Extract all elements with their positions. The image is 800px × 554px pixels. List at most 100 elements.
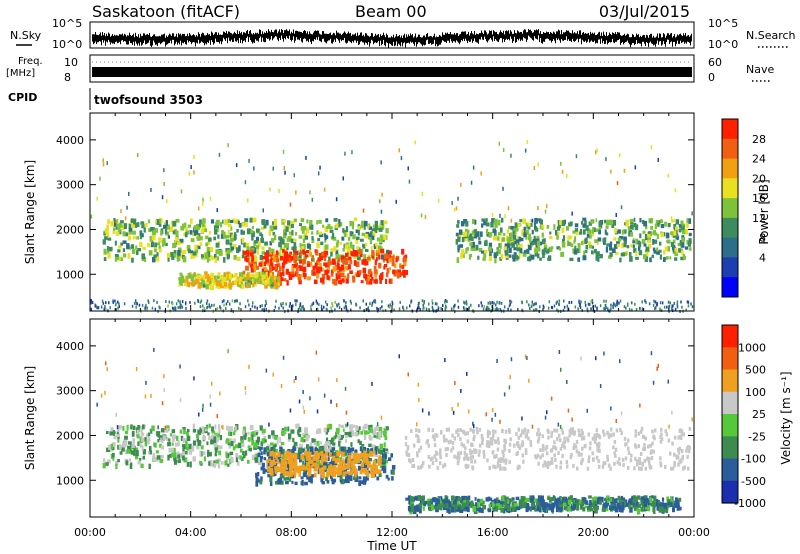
nsky-sample	[675, 37, 676, 47]
velocity-cell	[233, 438, 236, 444]
velocity-cell	[288, 433, 292, 440]
velocity-cell	[339, 460, 342, 465]
nsky-sample	[162, 34, 163, 43]
nsky-sample	[151, 37, 152, 47]
power-cell	[120, 220, 124, 224]
power-cell	[340, 264, 345, 271]
velocity-cell	[255, 481, 259, 487]
power-cell	[674, 252, 678, 257]
velocity-cell	[246, 459, 250, 464]
velocity-cell	[369, 457, 373, 462]
velocity-cell	[631, 495, 636, 501]
power-cell	[286, 280, 289, 286]
velocity-cell	[284, 460, 288, 465]
nsky-sample	[145, 35, 146, 45]
power-cell	[480, 250, 485, 254]
power-cell	[126, 205, 128, 210]
velocity-cell	[513, 503, 517, 510]
nsky-sample	[118, 35, 119, 43]
nsky-sample	[655, 37, 656, 47]
velocity-cell	[502, 508, 506, 514]
power-cell	[375, 257, 378, 262]
power-cell	[465, 248, 468, 254]
velocity-cell	[510, 498, 513, 502]
power-cell	[329, 310, 331, 314]
power-cell	[175, 236, 179, 243]
power-cell	[220, 221, 223, 228]
power-cell	[621, 242, 624, 249]
power-cell	[175, 230, 179, 237]
velocity-cell	[562, 497, 565, 503]
power-cell	[615, 213, 617, 217]
power-cell	[197, 283, 202, 289]
power-x-ticks	[89, 113, 695, 311]
power-cell	[386, 250, 389, 256]
velocity-cell	[326, 480, 330, 484]
velocity-cell	[333, 465, 337, 470]
power-cell	[496, 300, 498, 304]
power-cell	[192, 230, 195, 234]
power-cell	[133, 218, 137, 225]
velocity-cell	[279, 463, 282, 470]
velocity-cell	[342, 460, 346, 464]
power-cell	[687, 304, 690, 308]
velocity-cell	[370, 472, 374, 478]
nsky-sample	[649, 35, 650, 43]
power-cell	[119, 256, 122, 261]
velocity-cell	[213, 462, 216, 469]
power-cell	[267, 262, 270, 267]
velocity-cell	[125, 460, 129, 466]
velocity-cell	[323, 427, 327, 433]
power-cell	[547, 248, 550, 253]
power-cell	[113, 222, 117, 227]
power-cell	[326, 275, 330, 280]
power-cell	[335, 264, 339, 271]
power-cell	[417, 304, 420, 307]
power-cell	[379, 234, 383, 238]
power-cell	[450, 307, 453, 311]
power-cell	[153, 299, 155, 303]
power-cell	[288, 257, 292, 263]
power-cell	[301, 305, 303, 309]
power-cell	[331, 233, 335, 239]
velocity-cell	[388, 457, 392, 462]
power-cell	[400, 156, 403, 161]
power-cell	[378, 224, 381, 229]
nsky-sample	[346, 34, 347, 44]
power-cell	[629, 252, 632, 257]
power-cell	[609, 241, 613, 246]
power-cell	[371, 301, 374, 305]
power-cell	[457, 232, 461, 239]
nsky-sample	[97, 34, 98, 43]
power-cell	[372, 231, 375, 236]
power-cell	[299, 273, 303, 278]
power-cell	[189, 300, 191, 304]
power-cell	[653, 239, 658, 244]
nsky-sample	[517, 30, 518, 39]
power-cell	[336, 254, 339, 258]
velocity-cell	[279, 446, 283, 452]
power-cell	[231, 299, 234, 303]
power-cell	[635, 308, 638, 311]
nsky-sample	[476, 33, 477, 43]
velocity-cell	[363, 450, 367, 456]
velocity-cell	[250, 431, 255, 437]
power-cell	[116, 231, 120, 236]
power-cell	[581, 240, 584, 246]
velocity-cell	[126, 424, 129, 431]
velocity-cell	[182, 447, 185, 453]
power-cell	[478, 304, 480, 308]
velocity-cell	[281, 428, 285, 432]
nsky-sample	[244, 32, 245, 41]
power-cell	[296, 272, 299, 277]
power-cell	[352, 250, 357, 256]
power-cell	[489, 251, 492, 256]
power-cell	[466, 302, 468, 306]
power-cell	[264, 252, 268, 256]
power-cell	[376, 237, 381, 242]
power-cell	[159, 306, 161, 310]
power-cell	[263, 267, 267, 271]
power-cell	[508, 304, 511, 308]
power-cell	[253, 166, 255, 171]
power-cell	[304, 254, 309, 258]
